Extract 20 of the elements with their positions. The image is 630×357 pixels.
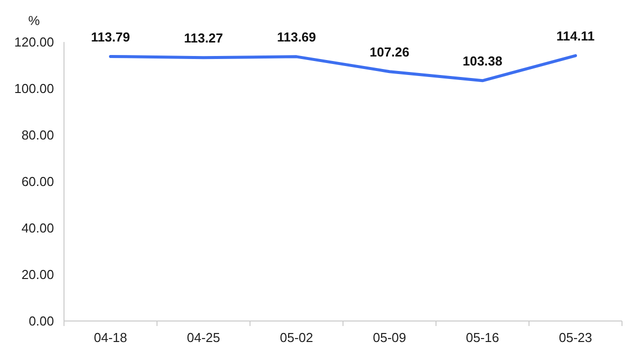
y-tick-label: 60.00	[21, 174, 54, 190]
y-tick-label: 40.00	[21, 220, 54, 236]
data-label: 113.27	[184, 30, 224, 46]
y-tick-label: 100.00	[14, 81, 54, 96]
data-label: 107.26	[370, 44, 410, 60]
x-tick-label: 05-02	[280, 330, 314, 345]
x-tick-label: 05-23	[558, 330, 592, 345]
y-tick-label: 120.00	[14, 34, 54, 50]
y-tick-label: 0.00	[28, 314, 54, 329]
data-label: 113.79	[90, 29, 130, 44]
x-tick-label: 04-25	[186, 330, 220, 345]
data-label: 114.11	[556, 28, 595, 44]
y-axis-title: %	[28, 13, 40, 28]
x-tick-label: 05-09	[372, 330, 406, 345]
y-tick-label: 20.00	[21, 267, 54, 282]
x-tick-label: 05-16	[466, 330, 500, 345]
data-label: 113.69	[276, 30, 316, 45]
y-tick-label: 80.00	[21, 128, 54, 143]
x-tick-label: 04-18	[94, 330, 128, 345]
data-label: 103.38	[462, 54, 502, 69]
